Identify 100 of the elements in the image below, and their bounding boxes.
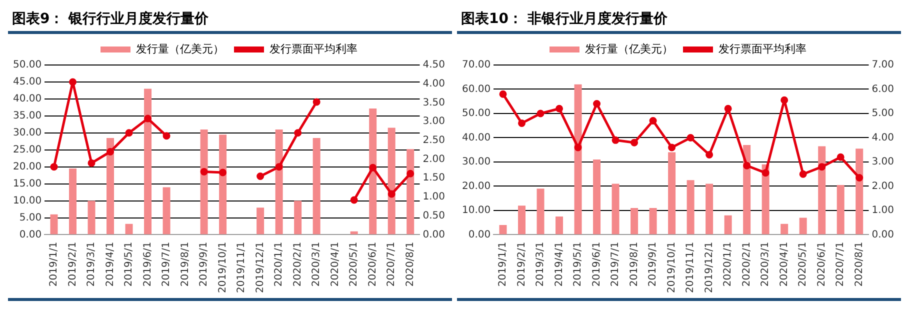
y-tick-label: 60.00 bbox=[462, 84, 491, 95]
y2-tick-label: 3.50 bbox=[422, 97, 445, 108]
point bbox=[162, 132, 170, 140]
point bbox=[856, 174, 864, 182]
bar bbox=[818, 146, 826, 234]
x-tick-label: 2019/5/1 bbox=[124, 242, 135, 287]
y-tick-label: 50.00 bbox=[462, 108, 491, 120]
point bbox=[818, 163, 826, 171]
bar bbox=[125, 224, 133, 234]
y2-tick-label: 5.00 bbox=[872, 108, 894, 120]
bar bbox=[536, 188, 544, 234]
y2-tick-label: 2.00 bbox=[422, 154, 445, 165]
point bbox=[780, 96, 788, 104]
x-tick-label: 2019/2/1 bbox=[516, 242, 528, 287]
point bbox=[388, 190, 396, 198]
bar bbox=[162, 187, 170, 234]
point bbox=[574, 144, 582, 152]
y2-tick-label: 0.00 bbox=[422, 229, 445, 240]
point bbox=[706, 150, 714, 158]
x-tick-label: 2020/6/1 bbox=[367, 242, 378, 287]
bar bbox=[106, 138, 114, 234]
y-tick-label: 20.00 bbox=[12, 161, 42, 172]
point bbox=[593, 100, 601, 108]
point bbox=[762, 169, 770, 177]
x-tick-label: 2019/1/1 bbox=[498, 242, 509, 287]
y-tick-label: 10.00 bbox=[12, 195, 42, 206]
y-tick-label: 25.00 bbox=[12, 144, 42, 156]
x-tick-label: 2019/8/1 bbox=[628, 242, 640, 287]
bar bbox=[69, 168, 77, 234]
point bbox=[836, 153, 844, 161]
point bbox=[649, 117, 657, 125]
y-tick-label: 35.00 bbox=[12, 110, 42, 122]
y2-tick-label: 4.00 bbox=[422, 78, 445, 90]
bar bbox=[275, 129, 283, 234]
y2-tick-label: 3.00 bbox=[872, 156, 894, 168]
x-tick-label: 2020/4/1 bbox=[330, 242, 341, 287]
y-tick-label: 5.00 bbox=[19, 212, 42, 224]
bar bbox=[856, 148, 864, 234]
legend-label: 发行量（亿美元） bbox=[585, 42, 673, 56]
y2-tick-label: 1.00 bbox=[872, 205, 894, 216]
bar bbox=[518, 206, 526, 234]
x-tick-label: 2020/2/1 bbox=[292, 242, 304, 287]
x-tick-label: 2020/5/1 bbox=[348, 242, 360, 287]
bar bbox=[556, 216, 564, 234]
bar bbox=[799, 218, 807, 234]
y2-tick-label: 4.00 bbox=[872, 132, 894, 144]
x-tick-label: 2019/10/1 bbox=[666, 242, 678, 294]
bar bbox=[406, 149, 414, 234]
y2-tick-label: 6.00 bbox=[872, 84, 894, 95]
bar bbox=[200, 129, 208, 234]
x-tick-label: 2019/9/1 bbox=[198, 242, 210, 287]
x-tick-label: 2019/1/1 bbox=[48, 242, 60, 287]
point bbox=[724, 104, 732, 112]
x-tick-label: 2020/3/1 bbox=[760, 242, 772, 287]
bar bbox=[780, 224, 788, 234]
y2-tick-label: 2.50 bbox=[422, 135, 445, 146]
x-tick-label: 2019/11/1 bbox=[236, 242, 248, 294]
x-tick-label: 2019/6/1 bbox=[591, 242, 602, 287]
y2-tick-label: 0.50 bbox=[422, 210, 445, 222]
point bbox=[350, 196, 358, 204]
bar bbox=[706, 184, 714, 234]
bar bbox=[630, 208, 638, 234]
x-tick-label: 2020/2/1 bbox=[741, 242, 752, 287]
y-tick-label: 20.00 bbox=[462, 180, 491, 192]
x-tick-label: 2019/3/1 bbox=[535, 242, 546, 287]
y-tick-label: 40.00 bbox=[12, 94, 42, 105]
y-tick-label: 0.00 bbox=[19, 229, 42, 240]
legend-label: 发行票面平均利率 bbox=[718, 42, 806, 56]
y-tick-label: 50.00 bbox=[12, 60, 42, 71]
x-tick-label: 2019/9/1 bbox=[648, 242, 659, 287]
x-tick-label: 2020/8/1 bbox=[404, 242, 416, 287]
x-tick-label: 2020/6/1 bbox=[816, 242, 828, 287]
point bbox=[219, 168, 227, 176]
x-tick-label: 2019/10/1 bbox=[217, 242, 228, 294]
x-tick-label: 2019/6/1 bbox=[142, 242, 154, 287]
bar bbox=[724, 215, 732, 234]
point bbox=[144, 114, 152, 122]
x-tick-label: 2019/8/1 bbox=[180, 242, 191, 287]
y2-tick-label: 4.50 bbox=[422, 60, 445, 71]
point bbox=[536, 110, 544, 118]
bar bbox=[294, 200, 302, 234]
bar bbox=[836, 185, 844, 234]
y-tick-label: 10.00 bbox=[462, 205, 491, 216]
chart-title: 图表10： 非银行业月度发行量价 bbox=[457, 8, 901, 34]
y2-tick-label: 0.00 bbox=[872, 229, 894, 240]
x-tick-label: 2019/7/1 bbox=[161, 242, 172, 287]
x-tick-label: 2019/12/1 bbox=[254, 242, 266, 294]
point bbox=[743, 162, 751, 170]
y-tick-label: 15.00 bbox=[12, 178, 42, 190]
legend-label: 发行票面平均利率 bbox=[270, 42, 358, 56]
y2-tick-label: 7.00 bbox=[872, 60, 894, 71]
bar bbox=[256, 208, 264, 234]
x-tick-label: 2019/4/1 bbox=[104, 242, 116, 287]
point bbox=[69, 78, 77, 86]
x-tick-label: 2020/7/1 bbox=[386, 242, 398, 287]
point bbox=[799, 170, 807, 178]
y2-tick-label: 2.00 bbox=[872, 180, 894, 192]
y2-tick-label: 3.00 bbox=[422, 116, 445, 128]
x-tick-label: 2019/2/1 bbox=[67, 242, 78, 287]
point bbox=[686, 134, 694, 142]
